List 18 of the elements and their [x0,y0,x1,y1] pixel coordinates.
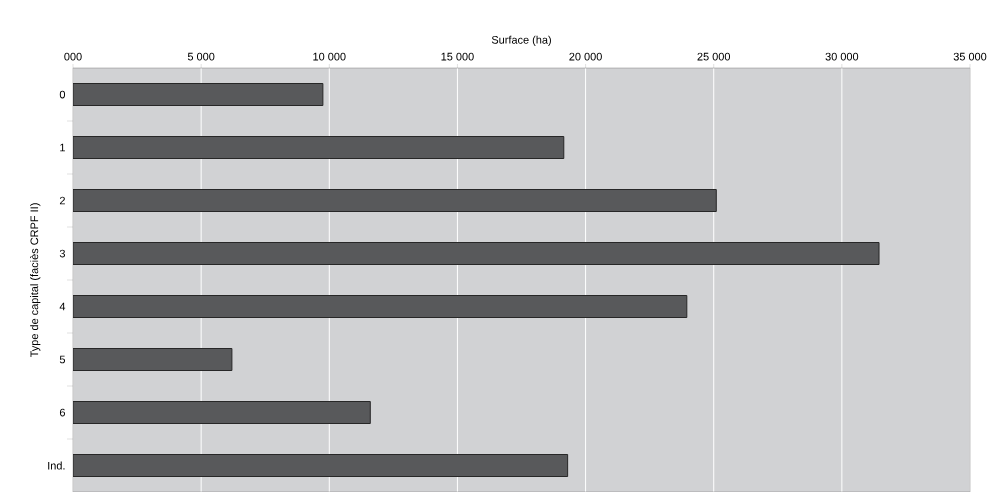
y-tick-label: 2 [59,196,65,205]
x-tick-label: 25 000 [697,52,731,61]
x-tick-label: 5 000 [187,52,215,61]
y-tick-label: 3 [59,249,65,258]
x-tick-label: 20 000 [569,52,602,61]
x-tick-label: 35 000 [953,52,987,61]
y-tick-label: 1 [60,143,65,152]
y-tick-label: 6 [59,408,65,417]
x-tick-label: 10 000 [313,52,346,61]
y-tick-label: 4 [59,302,66,311]
y-tick-label: Ind. [48,461,65,470]
x-tick-label: 30 000 [825,52,859,61]
x-tick-label: 15 000 [441,52,474,61]
x-axis-title: Surface (ha) [491,35,551,46]
y-axis-title: Type de capital (faciès CRPF II) [30,203,41,358]
y-tick-label: 5 [59,355,66,364]
x-tick-label: 000 [64,52,82,61]
y-tick-label: 0 [59,90,66,99]
